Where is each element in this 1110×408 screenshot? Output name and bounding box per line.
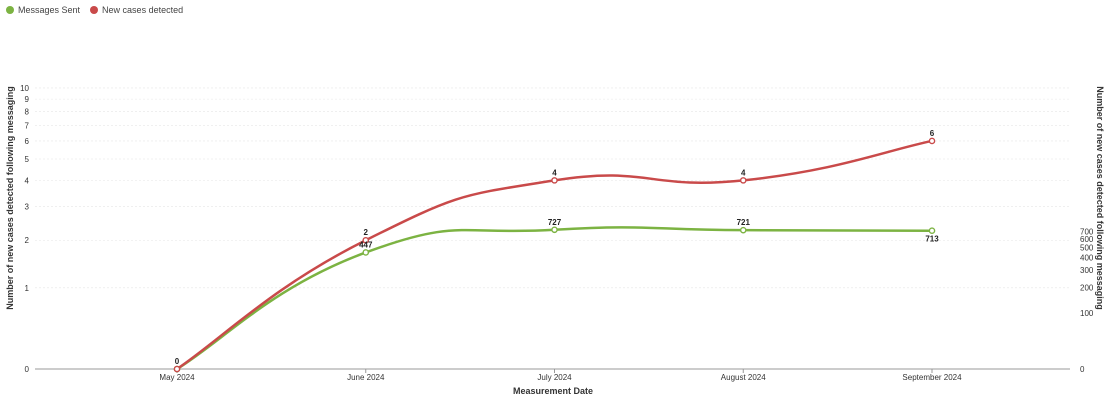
x-axis-title: Measurement Date — [513, 386, 593, 396]
right-tick-100: 100 — [1080, 309, 1094, 318]
data-point-messages-sent — [551, 226, 558, 234]
legend-marker-new-cases — [90, 6, 99, 14]
data-label-new-cases-detected: 4 — [741, 168, 746, 177]
series-line-messages-sent — [176, 226, 933, 371]
data-label-new-cases-detected: 0 — [175, 357, 180, 366]
legend-item-messages-sent[interactable]: Messages Sent — [6, 5, 80, 15]
data-point-new-cases-detected — [739, 177, 747, 184]
gridlines — [35, 87, 1070, 289]
data-point-messages-sent — [928, 227, 936, 234]
x-axis-ticks: May 2024 June 2024 July 2024 August 2024 Sep… — [159, 369, 962, 382]
left-tick-8: 8 — [25, 107, 30, 116]
right-tick-300: 300 — [1080, 266, 1094, 275]
left-tick-5: 5 — [25, 155, 30, 164]
right-tick-700: 700 — [1080, 228, 1094, 237]
left-tick-2: 2 — [25, 236, 30, 245]
left-tick-9: 9 — [25, 95, 30, 104]
chart-legend: Messages Sent New cases detected — [6, 5, 183, 15]
data-label-messages-sent: 447 — [359, 240, 373, 249]
data-label-new-cases-detected: 6 — [930, 129, 935, 138]
data-point-messages-sent — [739, 226, 747, 234]
x-tick-label: June 2024 — [347, 373, 385, 382]
data-point-new-cases-detected — [362, 236, 370, 244]
data-point-messages-sent — [362, 249, 370, 256]
right-tick-500: 500 — [1080, 243, 1094, 252]
data-label-new-cases-detected: 2 — [364, 228, 369, 237]
x-tick-label: July 2024 — [537, 373, 572, 382]
left-tick-7: 7 — [25, 121, 30, 130]
data-label-messages-sent: 713 — [925, 235, 939, 244]
left-tick-0: 0 — [25, 365, 30, 374]
left-axis-title: Number of new cases detected following m… — [5, 86, 15, 310]
left-axis-ticks: 0 1 2 3 4 5 6 7 8 9 10 — [20, 84, 29, 374]
x-tick-label: August 2024 — [721, 373, 766, 382]
right-tick-200: 200 — [1080, 283, 1094, 292]
left-tick-4: 4 — [25, 176, 30, 185]
x-tick-label: September 2024 — [902, 373, 962, 382]
left-tick-6: 6 — [25, 137, 30, 146]
right-tick-600: 600 — [1080, 235, 1094, 244]
right-axis-title: Number of new cases detected following m… — [1095, 86, 1105, 310]
right-tick-400: 400 — [1080, 253, 1094, 262]
series-points — [173, 137, 936, 373]
data-point-new-cases-detected — [551, 177, 558, 184]
right-tick-0: 0 — [1080, 365, 1085, 374]
data-point-new-cases-detected — [173, 365, 181, 373]
x-tick-label: May 2024 — [159, 373, 195, 382]
data-label-messages-sent: 721 — [737, 218, 751, 227]
left-tick-10: 10 — [20, 84, 29, 93]
legend-marker-messages-sent — [6, 6, 14, 14]
legend-label-messages-sent: Messages Sent — [18, 5, 81, 15]
left-tick-1: 1 — [25, 284, 30, 293]
left-tick-3: 3 — [25, 203, 30, 212]
data-labels: 447 727 721 713 0 2 4 4 6 — [175, 129, 939, 366]
data-point-new-cases-detected — [928, 137, 936, 145]
legend-item-new-cases[interactable]: New cases detected — [90, 5, 183, 15]
legend-label-new-cases: New cases detected — [102, 5, 184, 15]
data-label-messages-sent: 727 — [548, 218, 562, 227]
data-label-new-cases-detected: 4 — [552, 168, 557, 177]
